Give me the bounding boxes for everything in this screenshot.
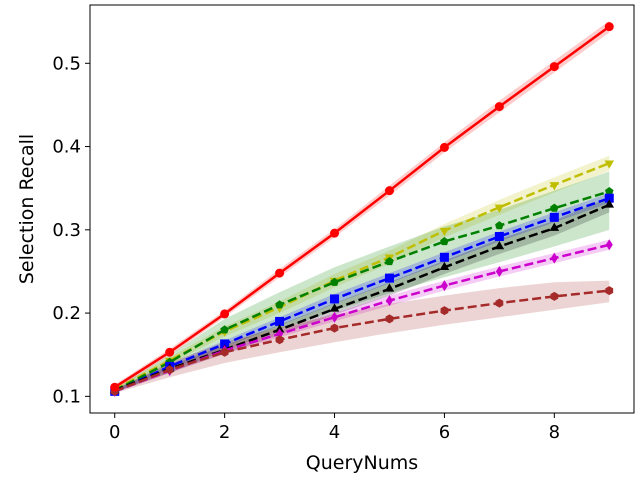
series-4-line [114, 203, 610, 392]
series-3-point [330, 294, 340, 304]
series-5-point [495, 265, 503, 277]
y-tick-label: 0.1 [52, 386, 81, 407]
series-3-point [549, 212, 559, 222]
x-axis-label: QueryNums [306, 452, 418, 474]
series-0-point [494, 102, 504, 112]
plot-area [109, 20, 615, 397]
series-4-point [274, 324, 285, 333]
axes: 0 2 4 6 8 0.1 0.2 0.3 0.4 0.5 [52, 53, 560, 443]
series-0-point [604, 22, 614, 32]
series-0 [110, 22, 614, 392]
series-6-point [550, 291, 559, 301]
x-tick-label: 0 [109, 422, 120, 443]
series-0-point [330, 228, 340, 238]
series-4-point [384, 283, 395, 292]
series-6-point [330, 323, 339, 333]
series-3-point [384, 273, 394, 283]
series-6-point [385, 314, 394, 324]
series-4-point [329, 303, 340, 312]
series-4-point [439, 261, 450, 271]
series-5-point [605, 239, 613, 251]
series-6-band [114, 280, 610, 394]
axes-frame [89, 4, 635, 414]
series-1-point [494, 204, 505, 213]
series-2-point [440, 236, 449, 246]
series-2-point [495, 221, 504, 230]
series-0-band [114, 20, 610, 390]
series-4-point [494, 240, 505, 250]
series-3-point [275, 316, 285, 326]
y-tick-label: 0.2 [52, 303, 81, 324]
series-6-point [605, 286, 614, 296]
series-5-point [440, 280, 448, 292]
series-6-point [440, 306, 449, 316]
series-3-point [494, 231, 504, 241]
series-5-point [550, 252, 558, 264]
series-5-point [385, 295, 393, 307]
series-3-point [220, 339, 230, 349]
series-1-point [439, 227, 450, 237]
series-0-point [110, 382, 120, 392]
series-5-band [114, 239, 610, 394]
series-6-point [495, 298, 504, 308]
series-2-point [330, 277, 339, 286]
series-5-line [114, 243, 610, 393]
x-tick-label: 2 [219, 422, 230, 443]
series-2-point [604, 187, 614, 196]
x-tick-label: 4 [329, 422, 340, 443]
x-tick-label: 6 [439, 422, 450, 443]
series-6-line [114, 289, 610, 393]
series-6 [110, 286, 614, 396]
series-1-point [604, 160, 615, 169]
y-axis-label: Selection Recall [16, 134, 38, 284]
series-6-point [165, 365, 174, 375]
series-5-point [331, 311, 339, 323]
series-0-point [384, 186, 394, 196]
series-0-point [165, 347, 175, 357]
x-tick-label: 8 [549, 422, 560, 443]
series-3-line [114, 196, 610, 393]
series-6-point [220, 347, 229, 357]
series-3-point [604, 193, 614, 203]
series-2-point [550, 203, 559, 212]
series-2-point [385, 256, 394, 266]
series-3-band [114, 193, 610, 394]
series-0-point [549, 62, 559, 72]
series-4-point [604, 199, 615, 208]
series-4-point [549, 222, 560, 231]
series-2-point [220, 325, 229, 334]
series-2-point [275, 300, 284, 309]
series-0-point [275, 268, 285, 278]
series-1-point [549, 182, 560, 191]
series-6-point [275, 335, 284, 345]
series-0-point [220, 309, 230, 319]
y-tick-label: 0.5 [52, 53, 81, 74]
series-1-band [114, 155, 610, 392]
series-3-point [439, 252, 449, 262]
y-tick-label: 0.4 [52, 137, 81, 158]
y-tick-label: 0.3 [52, 220, 81, 241]
series-0-line [114, 25, 611, 389]
series-0-point [439, 142, 449, 152]
series-2-line [114, 190, 610, 392]
